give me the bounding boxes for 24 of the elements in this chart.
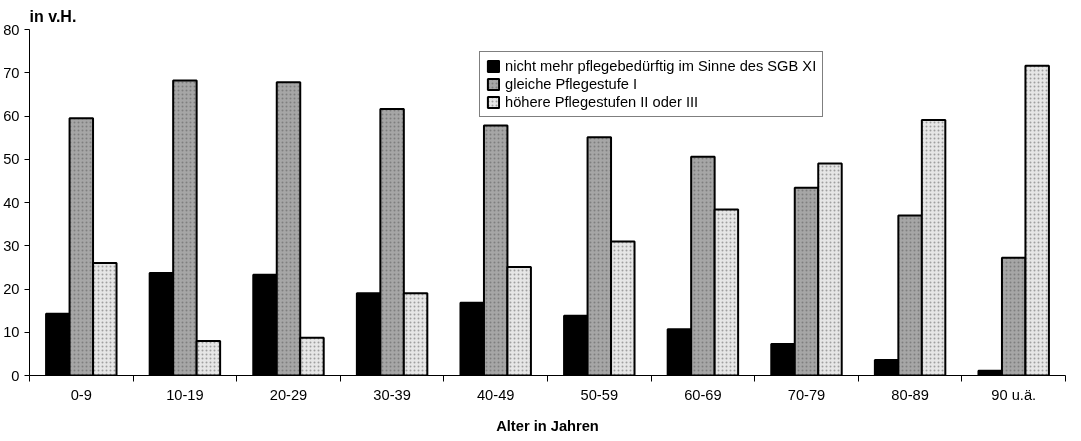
x-axis-title: Alter in Jahren [496, 417, 599, 434]
x-tick-label: 60-69 [684, 386, 722, 403]
y-tick-label: 40 [3, 194, 20, 211]
y-tick-label: 20 [3, 281, 20, 297]
x-tick-label: 70-79 [787, 386, 826, 403]
y-axis-title: in v.H. [29, 7, 77, 25]
legend-label: nicht mehr pflegebedürftig im Sinne des SGB XI [505, 58, 817, 74]
y-tick-label: 30 [3, 237, 20, 254]
y-tick-label: 50 [3, 151, 20, 168]
x-tick-label: 40-49 [476, 386, 515, 403]
x-tick-label: 90 u.ä. [991, 386, 1037, 403]
y-tick-label: 0 [11, 367, 20, 384]
x-tick-label: 20-29 [269, 386, 308, 403]
x-tick-label: 80-89 [891, 386, 929, 403]
legend-label: gleiche Pflegestufe I [505, 76, 637, 92]
legend-label: höhere Pflegestufen II oder III [505, 94, 699, 110]
y-tick-label: 70 [3, 64, 20, 81]
y-tick-label: 80 [3, 21, 20, 38]
x-tick-label: 10-19 [166, 386, 204, 403]
x-tick-label: 30-39 [373, 386, 411, 403]
y-tick-label: 60 [3, 108, 20, 124]
x-tick-label: 50-59 [580, 386, 619, 403]
y-tick-label: 10 [3, 324, 20, 341]
x-tick-label: 0-9 [70, 386, 92, 403]
